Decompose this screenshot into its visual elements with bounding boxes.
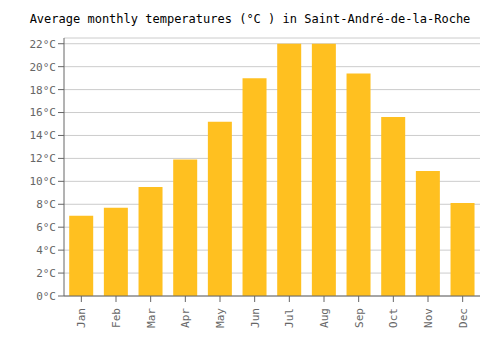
svg-text:18°C: 18°C xyxy=(30,84,57,97)
svg-text:May: May xyxy=(214,308,227,328)
svg-text:0°C: 0°C xyxy=(36,290,56,303)
svg-text:Mar: Mar xyxy=(145,308,158,328)
svg-text:2°C: 2°C xyxy=(36,267,56,280)
svg-text:Feb: Feb xyxy=(110,308,123,328)
svg-text:12°C: 12°C xyxy=(30,152,57,165)
svg-text:Nov: Nov xyxy=(422,308,435,328)
svg-text:8°C: 8°C xyxy=(36,198,56,211)
svg-text:Aug: Aug xyxy=(318,308,331,328)
svg-text:16°C: 16°C xyxy=(30,106,57,119)
svg-text:6°C: 6°C xyxy=(36,221,56,234)
svg-text:Oct: Oct xyxy=(387,308,400,328)
svg-text:20°C: 20°C xyxy=(30,61,57,74)
svg-text:14°C: 14°C xyxy=(30,129,57,142)
svg-text:Jun: Jun xyxy=(249,308,262,328)
svg-text:10°C: 10°C xyxy=(30,175,57,188)
svg-text:22°C: 22°C xyxy=(30,38,57,51)
svg-text:Apr: Apr xyxy=(179,308,192,328)
svg-text:Jul: Jul xyxy=(283,308,296,328)
svg-text:Jan: Jan xyxy=(75,308,88,328)
svg-text:Sep: Sep xyxy=(353,308,366,328)
html-text:Average monthly temperatures (: Average monthly temperatures (°C ) in Sa… xyxy=(29,12,471,26)
svg-text:Dec: Dec xyxy=(457,308,470,328)
svg-text:4°C: 4°C xyxy=(36,244,56,257)
